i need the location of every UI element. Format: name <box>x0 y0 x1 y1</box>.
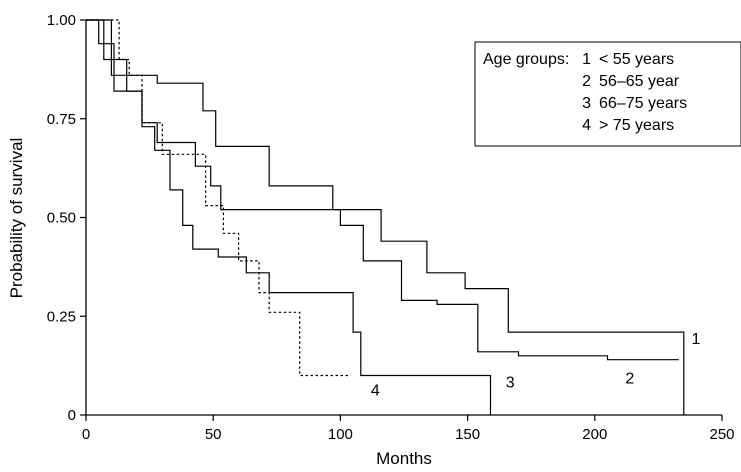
legend-entry-number: 1 <box>582 51 591 68</box>
x-axis-title: Months <box>376 449 432 468</box>
x-tick-label: 100 <box>328 426 353 443</box>
y-tick-label: 1.00 <box>47 12 76 29</box>
legend-entry-number: 4 <box>582 117 591 134</box>
x-tick-label: 200 <box>582 426 607 443</box>
x-tick-label: 0 <box>82 426 90 443</box>
series-1-line <box>86 19 685 415</box>
x-tick-label: 250 <box>709 426 734 443</box>
x-tick-label: 50 <box>205 426 222 443</box>
x-tick-label: 150 <box>455 426 480 443</box>
legend-entries: 1 < 55 years 2 56–65 year 3 66–75 years 4 > 75 … <box>582 51 687 134</box>
y-tick-label: 0.75 <box>47 111 76 128</box>
curve-label-3: 3 <box>506 374 515 391</box>
x-ticks: 0 50 100 150 200 250 <box>82 415 735 443</box>
curve-label-2: 2 <box>625 370 634 387</box>
y-tick-label: 0.25 <box>47 308 76 325</box>
legend-box <box>474 41 741 147</box>
series-group <box>86 19 685 415</box>
legend-entry-number: 3 <box>582 95 591 112</box>
legend-entry-label: < 55 years <box>599 51 674 68</box>
y-tick-label: 0 <box>68 407 76 424</box>
legend-header: Age groups: <box>483 51 569 68</box>
legend-entry-label: 56–65 year <box>599 73 680 90</box>
y-tick-label: 0.50 <box>47 210 76 227</box>
curve-labels: 1 2 3 4 <box>371 331 701 399</box>
y-axis-title: Probability of survival <box>7 138 26 299</box>
legend: Age groups: 1 < 55 years 2 56–65 year 3 66–75… <box>474 41 741 147</box>
y-ticks: 0 0.25 0.50 0.75 1.00 <box>47 12 86 424</box>
legend-entry-number: 2 <box>582 73 591 90</box>
series-3-line <box>86 19 492 415</box>
curve-label-4: 4 <box>371 382 380 399</box>
series-4-line <box>86 19 351 377</box>
legend-entry-label: > 75 years <box>599 117 674 134</box>
legend-entry-label: 66–75 years <box>599 95 687 112</box>
curve-label-1: 1 <box>691 331 700 348</box>
